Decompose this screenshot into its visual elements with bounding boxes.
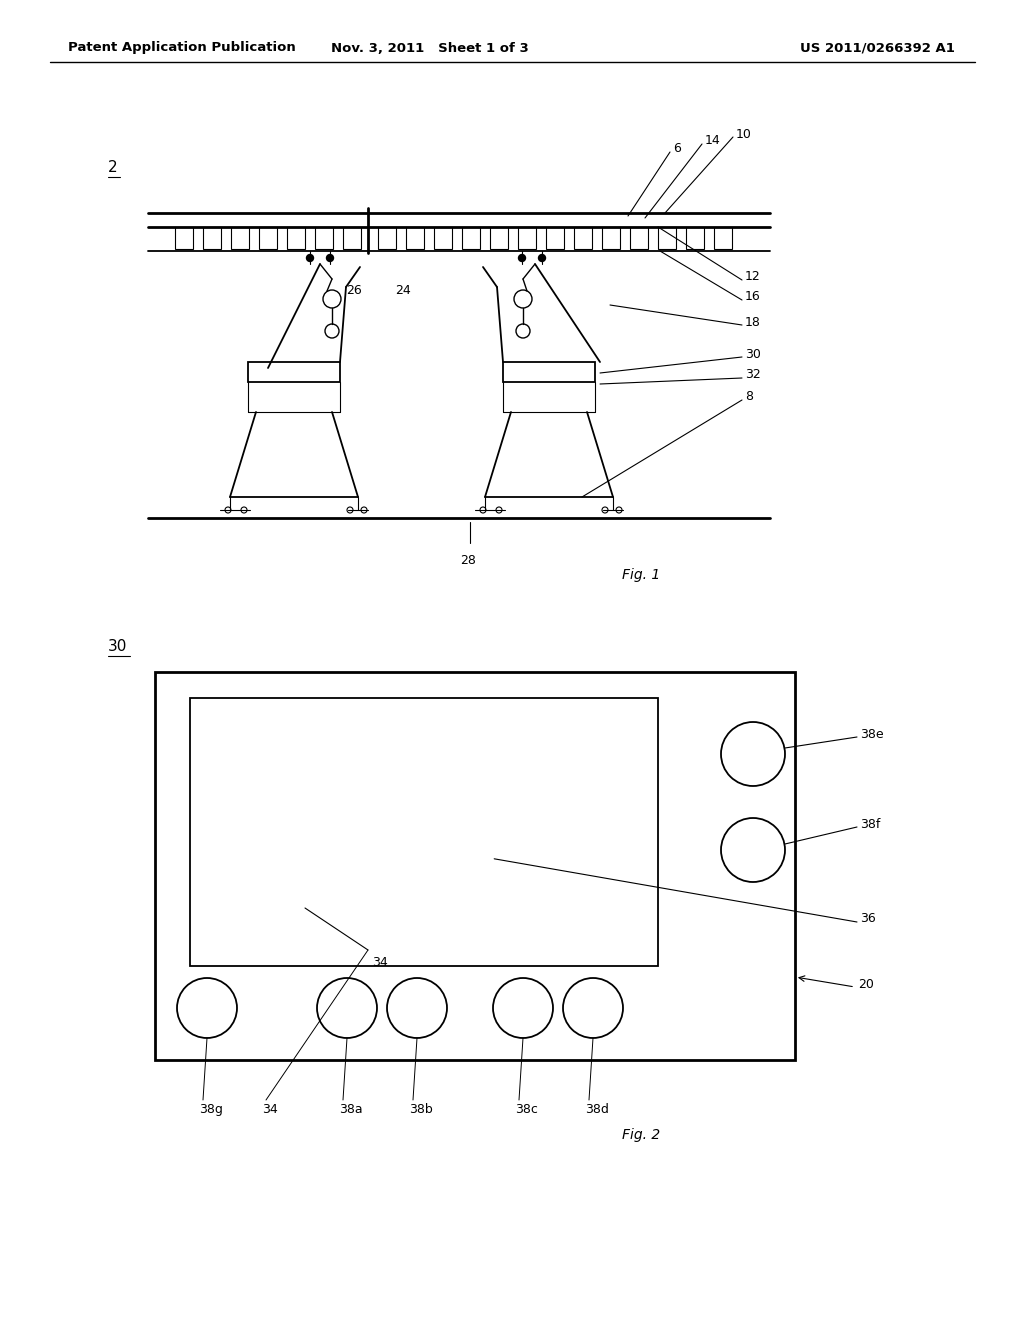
Text: 38b: 38b: [409, 1104, 433, 1115]
Circle shape: [306, 255, 313, 261]
Bar: [434, 227, 452, 249]
Text: 26: 26: [346, 284, 362, 297]
Text: 38e: 38e: [860, 727, 884, 741]
Text: 2: 2: [108, 160, 118, 176]
Bar: [658, 227, 676, 249]
Bar: [287, 227, 305, 249]
Bar: [175, 227, 193, 249]
Circle shape: [539, 255, 546, 261]
Text: 6: 6: [673, 143, 681, 156]
Bar: [462, 227, 480, 249]
Bar: [630, 227, 648, 249]
Text: 34: 34: [262, 1104, 278, 1115]
Text: 18: 18: [745, 315, 761, 329]
Bar: [378, 227, 396, 249]
Text: 38c: 38c: [515, 1104, 538, 1115]
Text: 38d: 38d: [585, 1104, 609, 1115]
Text: 20: 20: [858, 978, 873, 990]
Bar: [490, 227, 508, 249]
Text: 38a: 38a: [339, 1104, 362, 1115]
Bar: [406, 227, 424, 249]
Text: Patent Application Publication: Patent Application Publication: [68, 41, 296, 54]
Bar: [248, 362, 340, 381]
Text: US 2011/0266392 A1: US 2011/0266392 A1: [800, 41, 955, 54]
Bar: [686, 227, 705, 249]
Text: 8: 8: [745, 391, 753, 404]
Text: 30: 30: [745, 347, 761, 360]
Bar: [714, 227, 732, 249]
Text: 30: 30: [108, 639, 127, 653]
Bar: [231, 227, 249, 249]
Bar: [574, 227, 592, 249]
Text: 38f: 38f: [860, 817, 881, 830]
Circle shape: [518, 255, 525, 261]
Bar: [155, 672, 795, 1060]
Text: Fig. 2: Fig. 2: [622, 1129, 660, 1142]
Bar: [546, 227, 564, 249]
Bar: [203, 227, 221, 249]
Text: 36: 36: [860, 912, 876, 925]
Bar: [259, 227, 278, 249]
Text: Nov. 3, 2011   Sheet 1 of 3: Nov. 3, 2011 Sheet 1 of 3: [331, 41, 528, 54]
Text: 38g: 38g: [199, 1104, 223, 1115]
Text: 32: 32: [745, 368, 761, 381]
Text: 10: 10: [736, 128, 752, 140]
Bar: [503, 362, 595, 381]
Text: 24: 24: [395, 284, 411, 297]
Text: 16: 16: [745, 290, 761, 304]
Bar: [315, 227, 333, 249]
Bar: [343, 227, 361, 249]
Text: 12: 12: [745, 271, 761, 284]
Text: 34: 34: [372, 956, 388, 969]
Text: Fig. 1: Fig. 1: [622, 568, 660, 582]
Bar: [518, 227, 536, 249]
Circle shape: [327, 255, 334, 261]
Bar: [190, 698, 658, 966]
Text: 28: 28: [460, 554, 476, 568]
Text: 14: 14: [705, 135, 721, 148]
Bar: [602, 227, 620, 249]
